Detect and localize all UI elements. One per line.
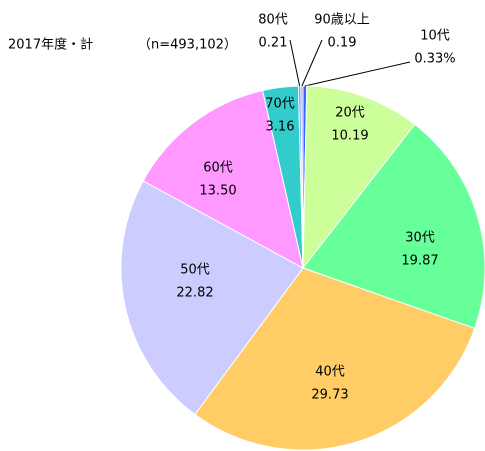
slice-label: 60代	[203, 161, 233, 176]
leader-line	[301, 39, 323, 87]
value-label: 13.50	[199, 184, 236, 199]
slice-label: 70代	[265, 97, 295, 112]
value-label: 3.16	[266, 120, 295, 135]
value-label: 19.87	[401, 254, 438, 269]
leader-line	[304, 61, 411, 87]
pie-slice	[120, 180, 304, 416]
slice-label: 30代	[405, 231, 435, 246]
slice-label: 50代	[180, 263, 210, 278]
value-label: 0.21	[259, 36, 288, 51]
pie-slice	[302, 123, 485, 330]
leader-line	[289, 39, 301, 87]
chart-title: 2017年度・計	[8, 37, 93, 53]
chart-subtitle: （n=493,102）	[138, 38, 237, 53]
slice-label: 90歳以上	[314, 13, 370, 28]
slice-label: 80代	[258, 13, 288, 28]
slice-label: 20代	[335, 106, 365, 121]
slice-label: 40代	[315, 365, 345, 380]
pie-slice	[142, 89, 304, 269]
value-label: 10.19	[331, 129, 368, 144]
value-label: 29.73	[311, 388, 348, 403]
value-label: 0.33%	[414, 52, 455, 67]
pie-slice	[300, 85, 304, 269]
value-label: 22.82	[176, 286, 213, 301]
pie-slice	[302, 85, 416, 270]
value-label: 0.19	[328, 36, 357, 51]
pie-slice	[194, 267, 476, 451]
slice-label: 10代	[420, 29, 450, 44]
